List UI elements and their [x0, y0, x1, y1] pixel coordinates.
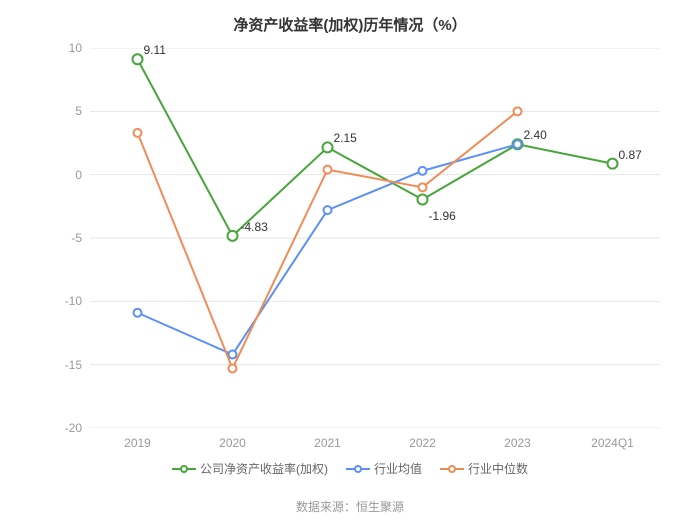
legend-swatch: [172, 464, 196, 474]
x-tick-label: 2021: [298, 436, 358, 450]
legend-label: 行业中位数: [468, 460, 528, 477]
legend-item: 公司净资产收益率(加权): [172, 460, 328, 477]
x-tick-label: 2022: [393, 436, 453, 450]
legend-label: 行业均值: [374, 460, 422, 477]
y-tick-label: 0: [75, 168, 82, 182]
data-point-label: 2.15: [334, 131, 357, 145]
x-tick-label: 2024Q1: [583, 436, 643, 450]
legend-swatch: [346, 464, 370, 474]
data-point-label: 0.87: [619, 148, 642, 162]
roe-history-chart: 净资产收益率(加权)历年情况（%） -20 -15 -10 -5 0 5 10 2019 20…: [0, 0, 700, 524]
chart-source: 数据来源：恒生聚源: [0, 498, 700, 515]
legend-item: 行业中位数: [440, 460, 528, 477]
legend-swatch: [440, 464, 464, 474]
y-tick-label: 5: [75, 104, 82, 118]
data-point-label: -4.83: [241, 220, 268, 234]
chart-plot-area: [90, 48, 660, 428]
chart-legend: 公司净资产收益率(加权) 行业均值 行业中位数: [0, 460, 700, 477]
y-tick-label: -20: [65, 421, 82, 435]
data-point-label: 2.40: [524, 128, 547, 142]
y-tick-label: -10: [65, 294, 82, 308]
x-tick-label: 2020: [203, 436, 263, 450]
data-point-label: -1.96: [429, 209, 456, 223]
data-point-label: 9.11: [144, 43, 166, 57]
legend-item: 行业均值: [346, 460, 422, 477]
x-tick-label: 2019: [108, 436, 168, 450]
legend-label: 公司净资产收益率(加权): [200, 460, 328, 477]
y-tick-label: -15: [65, 358, 82, 372]
x-tick-label: 2023: [488, 436, 548, 450]
y-tick-label: -5: [71, 231, 82, 245]
chart-title: 净资产收益率(加权)历年情况（%）: [0, 0, 700, 35]
y-tick-label: 10: [69, 41, 82, 55]
